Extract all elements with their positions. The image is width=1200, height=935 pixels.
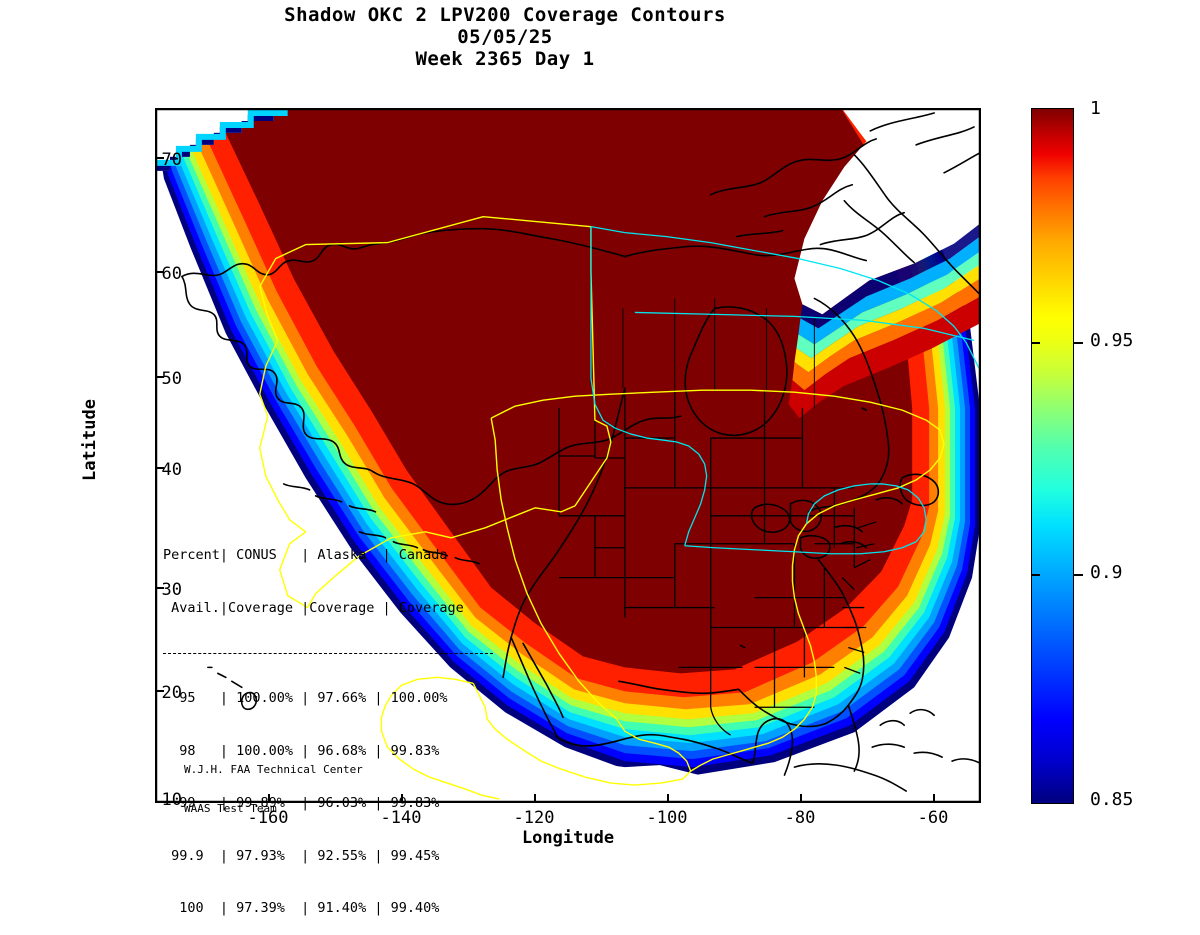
y-tick-mark-30 [155,587,164,589]
stats-row-95: 95 | 100.00% | 97.66% | 100.00% [163,690,448,706]
coverage-stats-table: Percent| CONUS | Alaska | Canada Avail.|… [163,512,493,935]
credit-line-1: W.J.H. FAA Technical Center [184,763,363,776]
state-borders-layer [558,388,877,736]
x-tick-mark-neg60 [933,794,935,803]
colorbar-gradient [1032,109,1073,803]
contour-band-group [156,109,980,776]
colorbar-label-0-95: 0.95 [1090,330,1134,351]
x-tick-neg60: -60 [917,808,949,828]
x-axis-label: Longitude [521,828,615,848]
service-volume-boundary-cyan [590,226,980,555]
contour-core-1.0 [219,109,913,674]
stats-row-98: 98 | 100.00% | 96.68% | 99.83% [163,742,440,759]
x-tick-mark-neg140 [401,794,403,803]
y-tick-10: 10 [161,790,182,810]
coverage-contour-map [156,109,980,802]
colorbar-tick-0-9-left [1031,574,1040,576]
colorbar-tick-0-95-left [1031,342,1040,344]
x-tick-mark-neg120 [534,794,536,803]
y-tick-mark-60 [155,271,164,273]
colorbar-label-0-85: 0.85 [1090,789,1134,810]
x-tick-mark-neg100 [667,794,669,803]
colorbar-label-1: 1 [1090,98,1101,119]
y-tick-20: 20 [161,683,182,703]
stats-header-row-1: Percent| CONUS | Alaska | Canada [163,547,448,563]
contour-wedge-northeast [788,109,980,419]
colorbar [1031,108,1074,804]
credit-line-2: WAAS Test Team [184,802,277,815]
y-tick-30: 30 [161,580,182,600]
chart-title-block: Shadow OKC 2 LPV200 Coverage Contours 05… [0,4,1010,70]
x-tick-neg140: -140 [380,808,422,828]
canada-province-borders [622,298,815,409]
map-plot-area [155,108,981,803]
x-tick-mark-neg160 [268,794,270,803]
colorbar-tick-0-9-right [1074,574,1083,576]
coastline-layer [181,112,980,792]
colorbar-label-0-9: 0.9 [1090,562,1123,583]
x-tick-neg160: -160 [247,808,289,828]
title-line-2: 05/05/25 [457,26,553,48]
y-axis-label: Latitude [80,399,100,481]
credit-block: W.J.H. FAA Technical Center WAAS Test Te… [184,737,363,828]
contour-clip-south [156,366,980,802]
y-tick-mark-70 [155,157,164,159]
y-tick-60: 60 [161,264,182,284]
stats-row-99-9: 99.9 | 97.93% | 92.55% | 99.45% [163,847,440,864]
stats-row-99: 99 | 99.89% | 96.03% | 99.83% [163,795,440,811]
y-tick-mark-20 [155,690,164,692]
x-tick-neg120: -120 [513,808,555,828]
y-tick-mark-50 [155,376,164,378]
colorbar-tick-0-95-right [1074,342,1083,344]
y-tick-mark-40 [155,467,164,469]
x-tick-mark-neg80 [800,794,802,803]
stats-divider [163,653,493,654]
y-tick-40: 40 [161,460,182,480]
x-tick-neg80: -80 [784,808,816,828]
y-tick-50: 50 [161,369,182,389]
service-volume-boundary-yellow [259,215,945,800]
title-line-1: Shadow OKC 2 LPV200 Coverage Contours [284,4,726,26]
contour-steps-northwest [156,109,288,171]
title-line-3: Week 2365 Day 1 [415,48,595,70]
stats-header-row-2: Avail.|Coverage |Coverage | Coverage [163,599,464,616]
x-tick-neg100: -100 [646,808,688,828]
y-tick-70: 70 [161,150,182,170]
stats-row-100: 100 | 97.39% | 91.40% | 99.40% [163,900,440,916]
